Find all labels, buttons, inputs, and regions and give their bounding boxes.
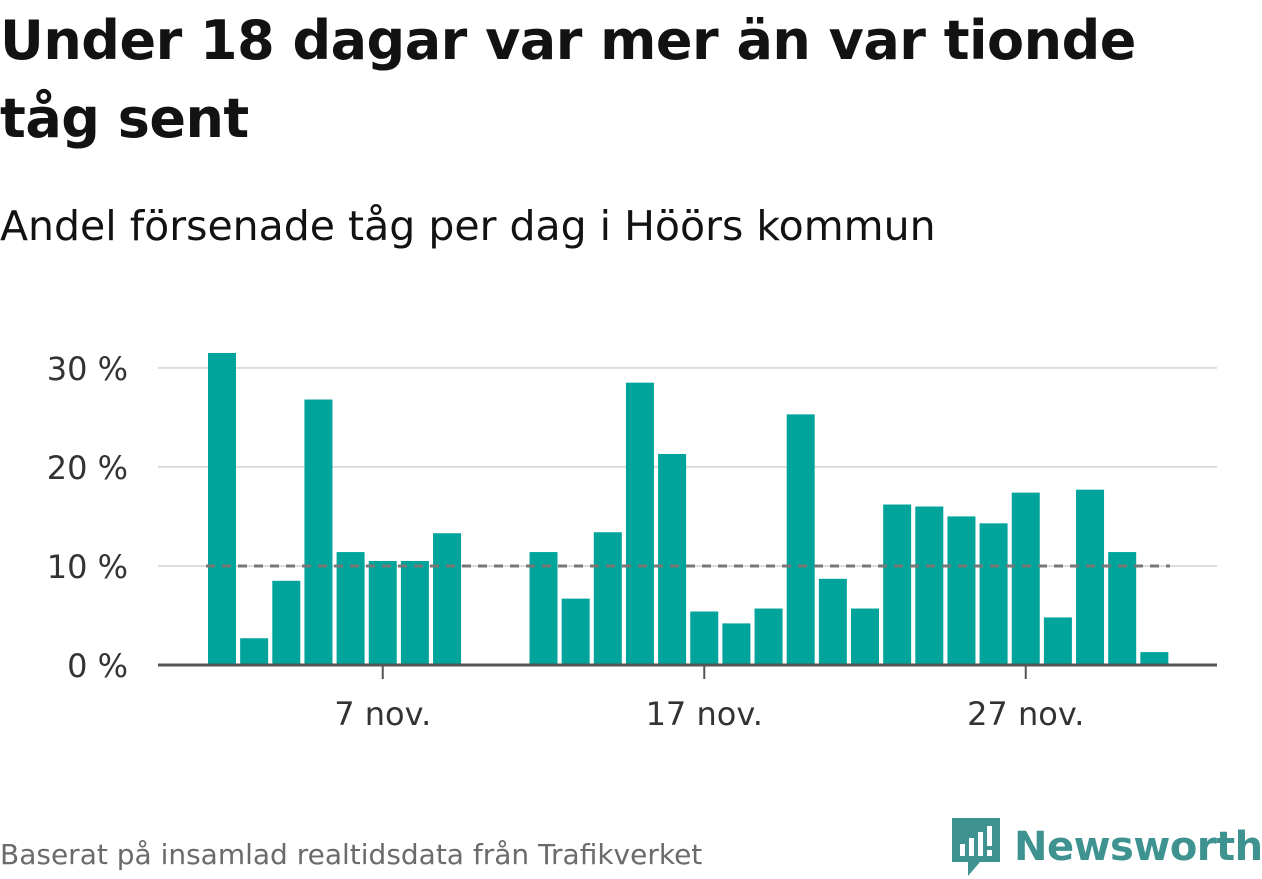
- bar: [1140, 652, 1169, 665]
- brand-logo: Newsworthy: [950, 816, 1262, 878]
- bar: [336, 552, 365, 665]
- bar: [368, 560, 397, 665]
- newsworthy-logo-icon: [952, 818, 1000, 876]
- bar: [947, 516, 976, 665]
- source-note: Baserat på insamlad realtidsdata från Tr…: [0, 838, 703, 871]
- y-tick-label: 0 %: [67, 647, 128, 685]
- bar: [915, 506, 944, 665]
- bar: [1043, 617, 1072, 665]
- bar: [625, 382, 654, 665]
- chart-subtitle: Andel försenade tåg per dag i Höörs komm…: [0, 202, 936, 250]
- bar: [304, 399, 333, 665]
- bar: [658, 453, 687, 665]
- y-tick-label: 20 %: [47, 449, 128, 487]
- y-tick-labels: 0 % 10 % 20 % 30 %: [47, 350, 128, 685]
- x-tick-labels: 7 nov. 17 nov. 27 nov.: [334, 665, 1084, 733]
- chart-title: Under 18 dagar var mer än var tionde tåg…: [0, 9, 1136, 150]
- bar: [1076, 489, 1105, 665]
- bar: [754, 608, 783, 665]
- x-tick-label: 27 nov.: [967, 695, 1084, 733]
- bar: [208, 352, 236, 665]
- bar: [979, 523, 1008, 665]
- bar: [851, 608, 879, 665]
- bar: [240, 638, 269, 665]
- bar: [818, 578, 847, 665]
- bar: [786, 414, 815, 665]
- bar-chart: 0 % 10 % 20 % 30 % 7 nov. 17 nov. 27 nov.: [47, 350, 1217, 733]
- bar: [272, 580, 301, 665]
- bar: [1108, 552, 1137, 665]
- y-tick-label: 30 %: [47, 350, 128, 388]
- bar: [690, 611, 719, 665]
- x-tick-label: 7 nov.: [334, 695, 431, 733]
- x-tick-label: 17 nov.: [646, 695, 763, 733]
- bar: [883, 504, 912, 665]
- brand-name: Newsworthy: [1014, 824, 1262, 870]
- bar: [1011, 492, 1040, 665]
- bar: [433, 533, 462, 665]
- y-tick-label: 10 %: [47, 548, 128, 586]
- bar: [561, 598, 590, 665]
- bar: [400, 560, 429, 665]
- bar: [593, 532, 622, 665]
- bars: [208, 352, 1169, 665]
- bar: [529, 552, 558, 665]
- bar: [722, 623, 751, 665]
